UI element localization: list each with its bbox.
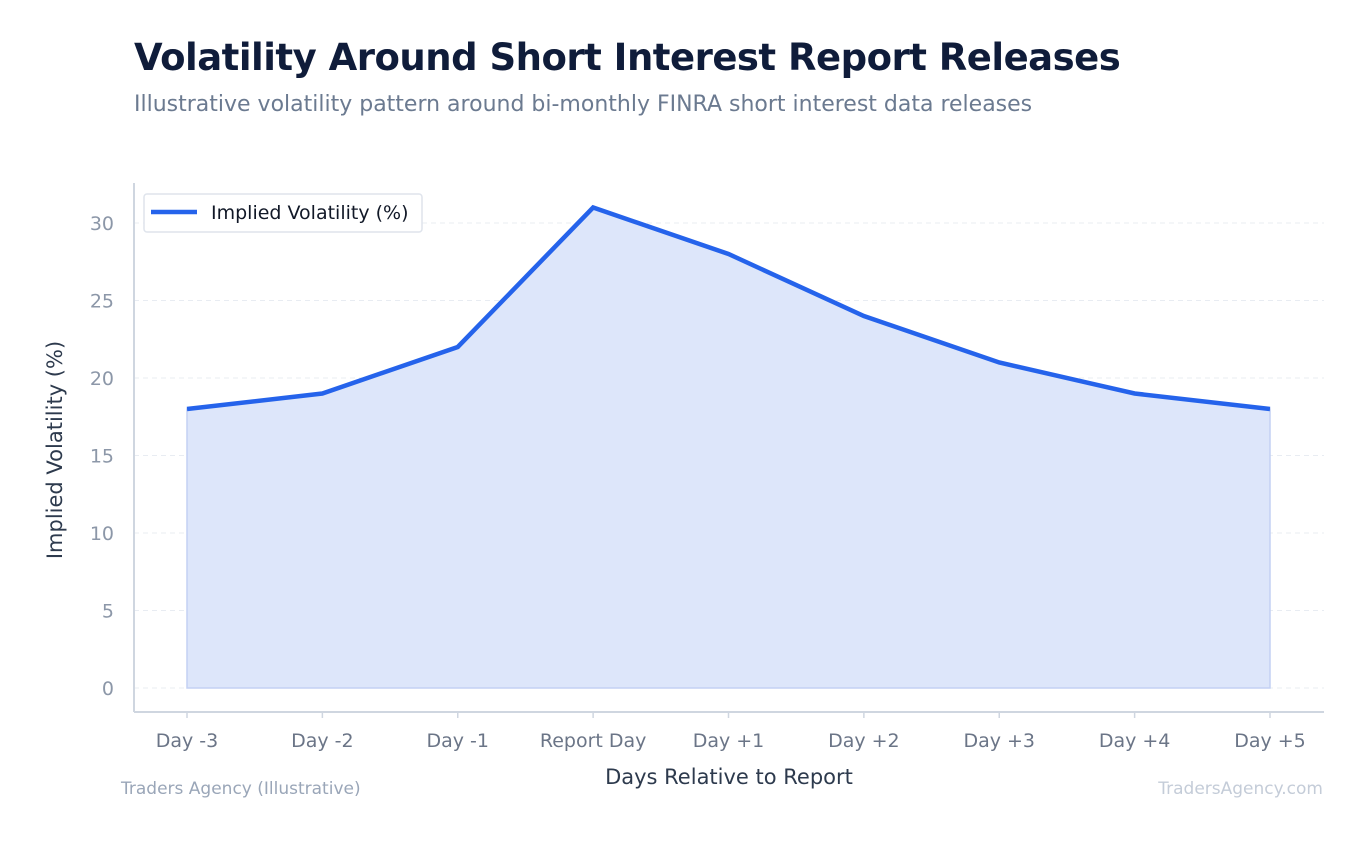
chart-title: Volatility Around Short Interest Report … [134,36,1121,79]
y-tick-label: 25 [90,291,114,313]
legend-label: Implied Volatility (%) [211,202,409,224]
series-line-implied-volatility [186,204,1271,412]
area-fill [186,206,1271,689]
x-tick-label: Day -1 [426,730,489,752]
chart-subtitle: Illustrative volatility pattern around b… [134,92,1033,117]
x-tick-label: Day +2 [828,730,900,752]
legend-box [143,193,423,233]
y-axis-title: Implied Volatility (%) [43,341,67,559]
y-tick-label: 0 [102,678,114,700]
y-tick-label: 5 [102,601,114,623]
x-tick-label: Day +4 [1099,730,1171,752]
y-tick-label: 30 [90,213,114,235]
y-tick-label: 15 [90,446,114,468]
x-tick-label: Report Day [540,730,647,752]
y-tick-label: 10 [90,523,114,545]
x-tick-label: Day +5 [1234,730,1306,752]
y-tick-label: 20 [90,368,114,390]
watermark-url: TradersAgency.com [1158,779,1323,799]
x-tick-label: Day -3 [156,730,219,752]
x-tick-label: Day +1 [693,730,765,752]
source-credit: Traders Agency (Illustrative) [121,779,361,799]
x-tick-label: Day -2 [291,730,354,752]
x-tick-label: Day +3 [963,730,1035,752]
x-axis-title: Days Relative to Report [605,765,853,789]
